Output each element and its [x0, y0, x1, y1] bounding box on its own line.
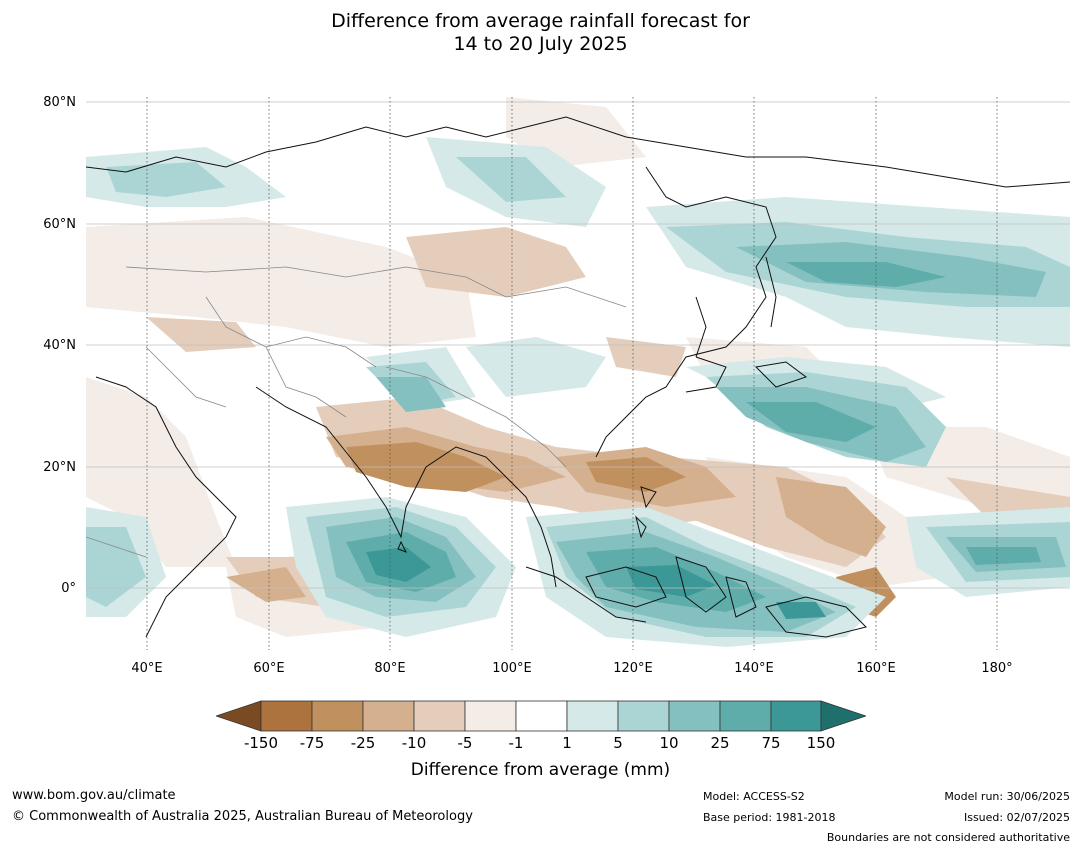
coastlines: [86, 116, 1070, 638]
colorbar-bin-6: [515, 700, 568, 732]
lon-label-40e: 40°E: [131, 661, 163, 676]
website-link[interactable]: www.bom.gov.au/climate: [12, 788, 176, 803]
issued-text: Issued: 02/07/2025: [963, 811, 1070, 824]
colorbar-tick: 1: [562, 734, 572, 752]
colorbar-tick: -5: [457, 734, 473, 752]
lat-label-80n: 80°N: [43, 95, 76, 110]
lon-label-100e: 100°E: [492, 661, 532, 676]
rainfall-anomaly-map: [86, 97, 1070, 650]
anomaly-extreme-wet: [366, 547, 826, 619]
lat-label-20n: 20°N: [43, 460, 76, 475]
colorbar-bin-11: [770, 700, 822, 732]
colorbar-tick: -1: [508, 734, 524, 752]
map-canvas: [86, 97, 1070, 650]
longitude-gridlines: [146, 97, 998, 650]
lon-label-60e: 60°E: [253, 661, 285, 676]
map-title: Difference from average rainfall forecas…: [0, 10, 1081, 56]
colorbar: [216, 700, 866, 732]
colorbar-extend-low: [216, 700, 262, 732]
colorbar-tick: -150: [243, 734, 279, 752]
title-line-1: Difference from average rainfall forecas…: [331, 10, 750, 32]
copyright-text: © Commonwealth of Australia 2025, Austra…: [12, 809, 473, 824]
colorbar-bin-10: [719, 700, 772, 732]
colorbar-title: Difference from average (mm): [410, 760, 671, 780]
colorbar-tick: 150: [806, 734, 836, 752]
latitude-gridlines: [86, 101, 1070, 589]
colorbar-bin-1: [260, 700, 313, 732]
country-boundaries: [86, 266, 627, 558]
colorbar-bin-7: [566, 700, 619, 732]
lon-label-80e: 80°E: [374, 661, 406, 676]
lon-label-140e: 140°E: [734, 661, 774, 676]
title-line-2: 14 to 20 July 2025: [453, 33, 628, 55]
colorbar-tick: -25: [350, 734, 376, 752]
lat-label-0: 0°: [61, 581, 76, 596]
colorbar-tick: 5: [613, 734, 623, 752]
lat-label-40n: 40°N: [43, 338, 76, 353]
lon-label-180: 180°: [981, 661, 1013, 676]
colorbar-tick: -75: [299, 734, 325, 752]
lon-label-120e: 120°E: [613, 661, 653, 676]
colorbar-tick: 75: [761, 734, 781, 752]
lon-label-160e: 160°E: [856, 661, 896, 676]
colorbar-bin-9: [668, 700, 721, 732]
colorbar-bin-4: [413, 700, 466, 732]
colorbar-bin-2: [311, 700, 364, 732]
colorbar-bin-8: [617, 700, 670, 732]
colorbar-tick: 25: [710, 734, 730, 752]
model-text: Model: ACCESS-S2: [703, 790, 805, 803]
colorbar-tick: 10: [659, 734, 679, 752]
boundaries-disclaimer: Boundaries are not considered authoritat…: [826, 831, 1070, 844]
colorbar-tick: -10: [401, 734, 427, 752]
lat-label-60n: 60°N: [43, 217, 76, 232]
colorbar-bin-5: [464, 700, 517, 732]
colorbar-extend-high: [820, 700, 866, 732]
base-period-text: Base period: 1981-2018: [703, 811, 836, 824]
colorbar-bin-3: [362, 700, 415, 732]
model-run-text: Model run: 30/06/2025: [944, 790, 1070, 803]
